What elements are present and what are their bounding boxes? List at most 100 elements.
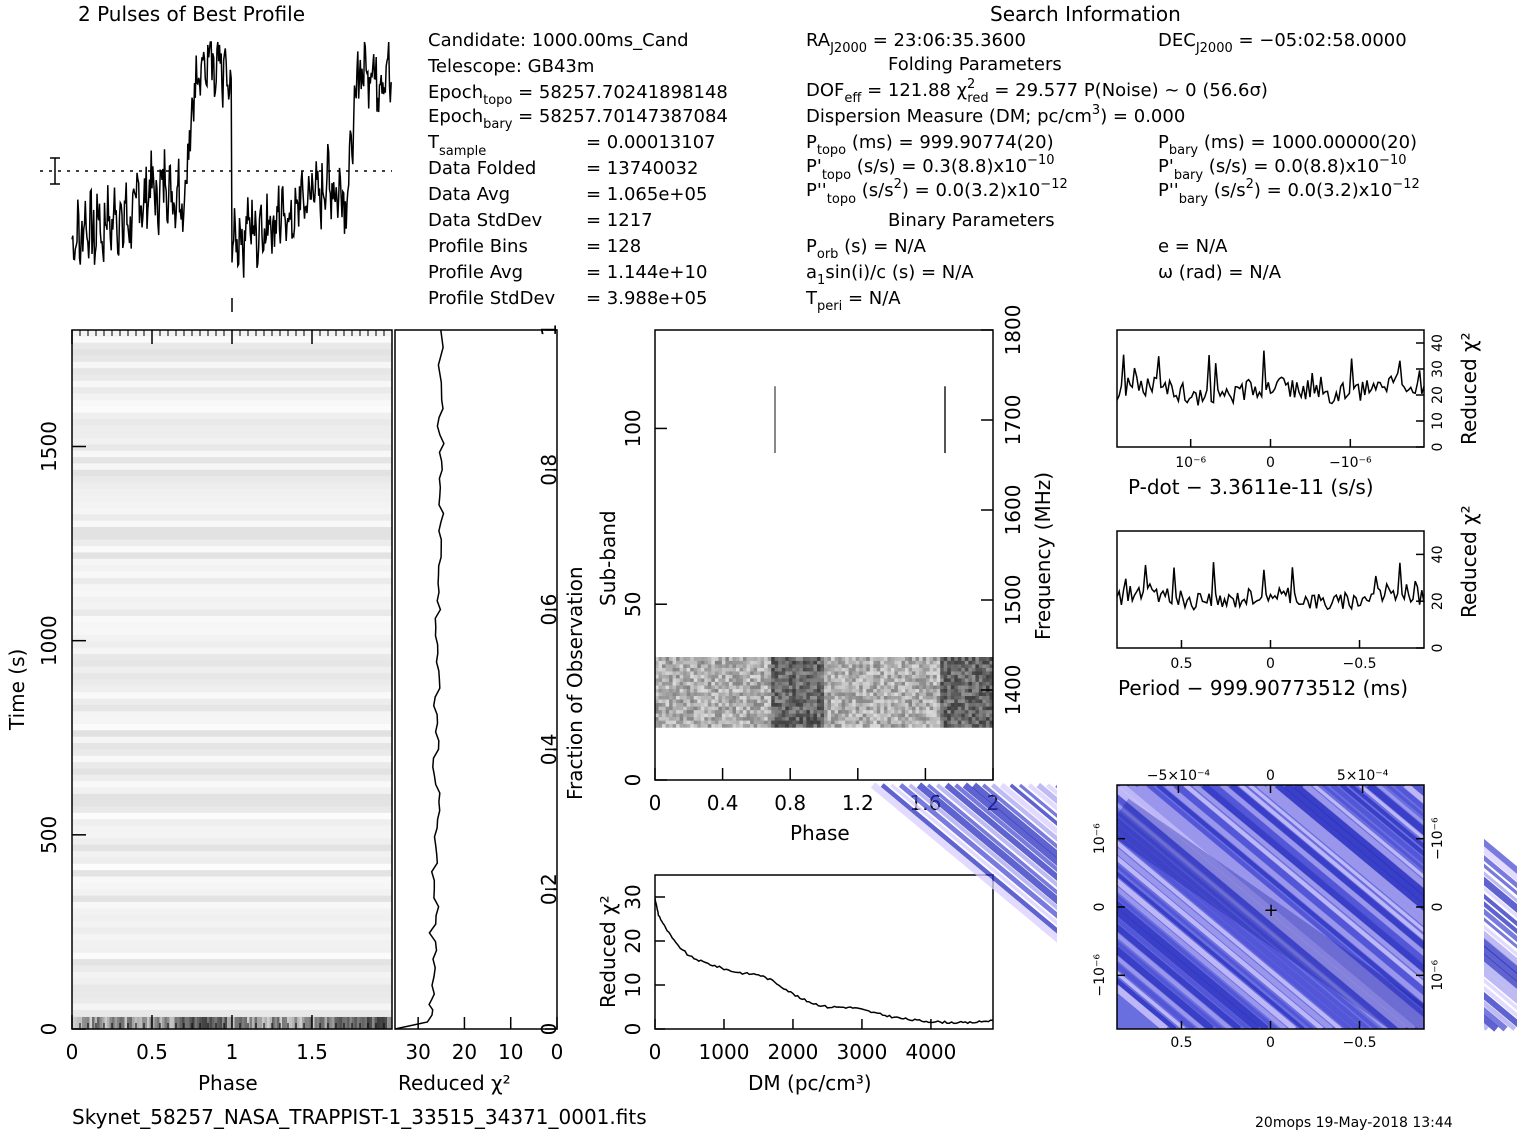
subband-cell bbox=[834, 657, 839, 661]
subband-cell bbox=[690, 681, 695, 686]
subband-cell bbox=[697, 671, 702, 675]
subband-cell bbox=[897, 720, 902, 725]
subband-cell bbox=[690, 723, 695, 728]
subband-cell bbox=[760, 702, 765, 707]
subband-cell bbox=[665, 685, 670, 690]
subband-cell bbox=[986, 723, 990, 728]
subband-cell bbox=[862, 681, 867, 686]
subband-cell bbox=[781, 664, 786, 668]
subband-ytick-label: 50 bbox=[621, 591, 645, 616]
subband-cell bbox=[662, 657, 666, 661]
subband-cell bbox=[679, 678, 684, 682]
subband-cell bbox=[947, 664, 952, 668]
subband-cell bbox=[982, 664, 987, 668]
subband-cell bbox=[975, 695, 980, 700]
subband-cell bbox=[964, 660, 969, 665]
subband-cell bbox=[704, 681, 709, 686]
subband-cell bbox=[880, 699, 885, 704]
subband-cell bbox=[704, 685, 709, 690]
subband-cell bbox=[739, 667, 744, 672]
subband-cell bbox=[676, 688, 681, 693]
subband-cell bbox=[901, 709, 906, 714]
subband-cell bbox=[690, 702, 695, 707]
subband-cell bbox=[728, 702, 733, 707]
subband-cell bbox=[809, 695, 814, 700]
subband-cell bbox=[662, 713, 666, 718]
subband-cell bbox=[954, 688, 959, 693]
subband-cell bbox=[901, 674, 906, 679]
subband-cell bbox=[954, 695, 959, 700]
subband-cell bbox=[940, 720, 945, 725]
dm-ytick-label: 0 bbox=[621, 1023, 645, 1036]
subband-cell bbox=[912, 660, 916, 665]
time-chi2-ytick-label: 0 bbox=[537, 1023, 561, 1036]
subband-cell bbox=[926, 713, 931, 718]
subband-cell bbox=[971, 706, 976, 711]
subband-y2tick-label: 1600 bbox=[1001, 485, 1025, 536]
subband-cell bbox=[859, 681, 864, 686]
subband-cell bbox=[707, 695, 712, 700]
subband-cell bbox=[757, 709, 762, 714]
subband-cell bbox=[876, 695, 881, 700]
subband-cell bbox=[760, 681, 765, 686]
subband-cell bbox=[732, 692, 737, 697]
subband-cell bbox=[890, 667, 895, 672]
subband-cell bbox=[901, 723, 906, 728]
time-phase-cell bbox=[194, 1017, 198, 1029]
filename-label: Skynet_58257_NASA_TRAPPIST-1_33515_34371… bbox=[72, 1105, 647, 1129]
profile-line bbox=[71, 41, 392, 278]
subband-cell bbox=[707, 674, 712, 679]
binary-params-title: Binary Parameters bbox=[888, 210, 1055, 231]
subband-cell bbox=[714, 671, 719, 675]
plane-stripe bbox=[880, 783, 1177, 1031]
subband-cell bbox=[908, 667, 913, 672]
subband-cell bbox=[905, 709, 909, 714]
subband-cell bbox=[785, 681, 790, 686]
subband-cell bbox=[658, 723, 663, 728]
subband-cell bbox=[954, 664, 959, 668]
time-phase-row bbox=[72, 889, 392, 897]
subband-cell bbox=[926, 692, 931, 697]
subband-cell bbox=[732, 706, 737, 711]
subband-cell bbox=[887, 716, 892, 721]
subband-cell bbox=[736, 720, 740, 725]
subband-cell bbox=[957, 671, 962, 675]
subband-cell bbox=[750, 706, 755, 711]
time-phase-cell bbox=[152, 1017, 155, 1029]
subband-cell bbox=[736, 692, 740, 697]
subband-cell bbox=[866, 657, 871, 661]
subband-cell bbox=[859, 671, 864, 675]
subband-cell bbox=[676, 713, 681, 718]
subband-cell bbox=[714, 685, 719, 690]
subband-cell bbox=[683, 667, 688, 672]
time-phase-row bbox=[72, 342, 392, 350]
subband-cell bbox=[933, 692, 938, 697]
subband-cell bbox=[961, 713, 966, 718]
subband-cell bbox=[873, 688, 878, 693]
subband-cell bbox=[771, 702, 776, 707]
subband-cell bbox=[728, 674, 733, 679]
subband-cell bbox=[855, 667, 860, 672]
subband-cell bbox=[813, 716, 818, 721]
subband-cell bbox=[802, 720, 807, 725]
subband-cell bbox=[838, 681, 843, 686]
subband-cell bbox=[767, 702, 772, 707]
subband-cell bbox=[838, 695, 843, 700]
subband-cell bbox=[753, 688, 758, 693]
dm-ylabel: Reduced χ² bbox=[596, 895, 620, 1008]
subband-cell bbox=[764, 720, 769, 725]
subband-cell bbox=[975, 657, 980, 661]
subband-cell bbox=[764, 660, 769, 665]
subband-cell bbox=[714, 699, 719, 704]
subband-cell bbox=[905, 667, 909, 672]
subband-cell bbox=[795, 681, 800, 686]
subband-cell bbox=[964, 685, 969, 690]
subband-cell bbox=[908, 657, 913, 661]
subband-cell bbox=[658, 657, 663, 661]
subband-cell bbox=[813, 706, 818, 711]
time-phase-cell bbox=[79, 1017, 83, 1029]
subband-cell bbox=[767, 723, 772, 728]
subband-cell bbox=[697, 688, 702, 693]
subband-cell bbox=[834, 660, 839, 665]
subband-cell bbox=[693, 720, 698, 725]
